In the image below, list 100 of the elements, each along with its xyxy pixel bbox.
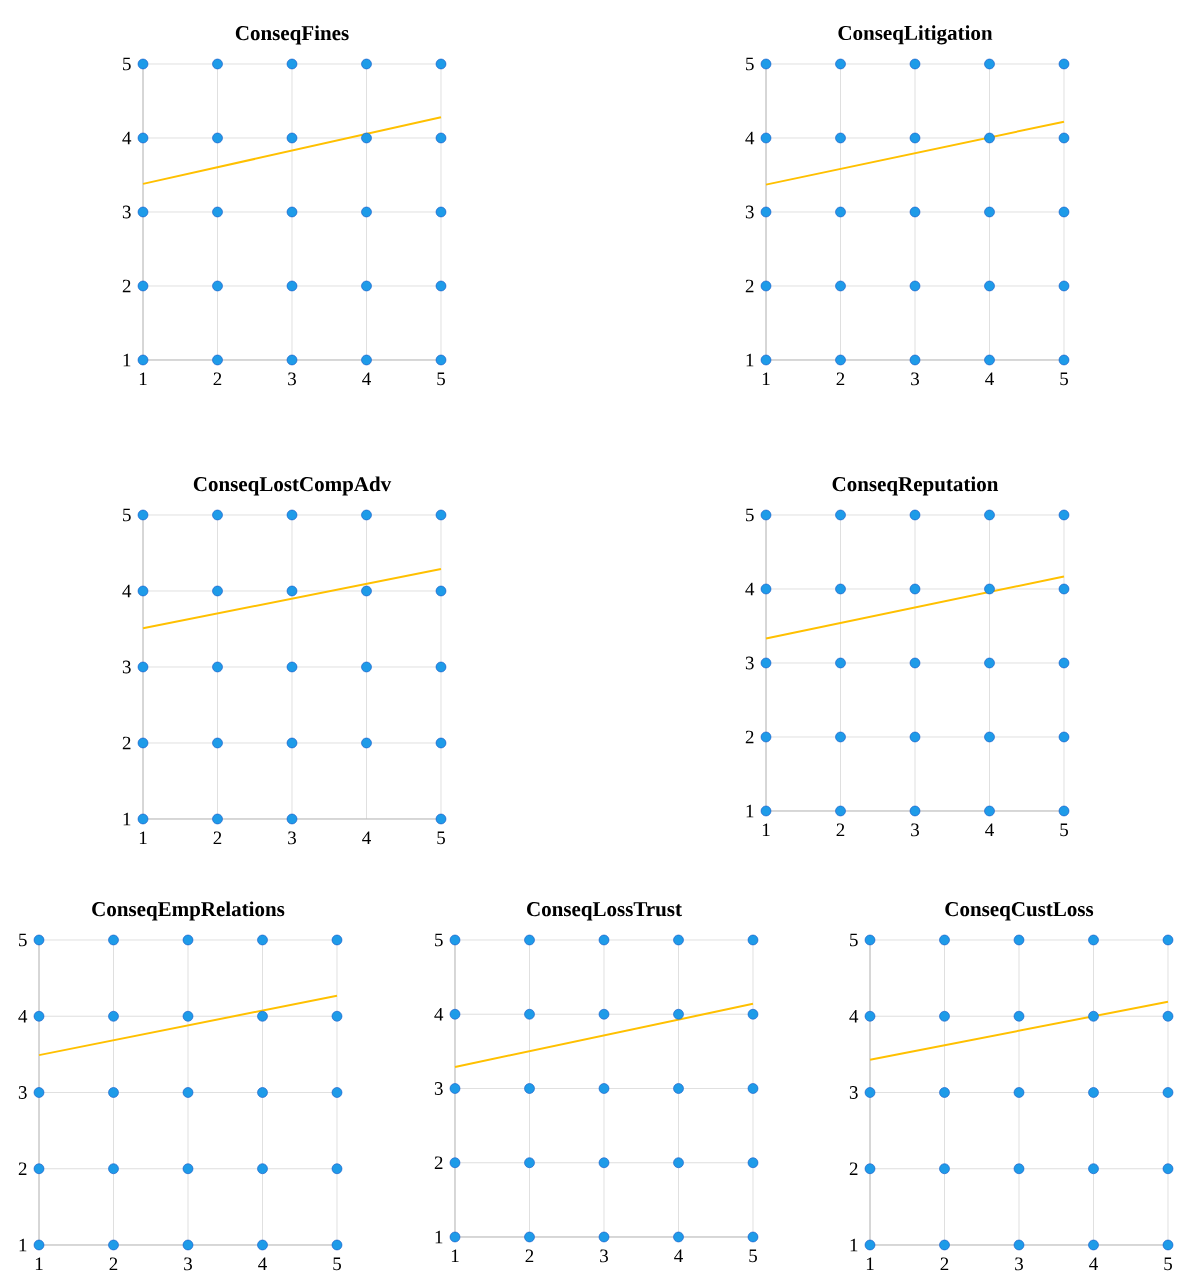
y-tick-label: 2 (849, 1162, 858, 1176)
y-tick-label: 4 (434, 1008, 444, 1021)
point (760, 206, 772, 218)
point (760, 731, 772, 743)
point (1013, 1010, 1025, 1022)
chart-title: ConseqLossTrust (527, 902, 682, 921)
x-tick-label: 1 (139, 372, 147, 386)
x-tick-label: 3 (911, 823, 919, 837)
x-tick-label: 1 (35, 1257, 43, 1271)
point (286, 354, 298, 366)
point (747, 1083, 759, 1094)
point (835, 583, 846, 595)
point (864, 1163, 876, 1175)
point (33, 1163, 45, 1175)
point (864, 1239, 876, 1251)
point (212, 354, 223, 366)
point (33, 934, 45, 946)
point (984, 731, 995, 743)
y-tick-label: 2 (122, 736, 131, 750)
point (939, 1163, 950, 1175)
x-tick-label: 1 (762, 823, 770, 837)
y-tick-label: 5 (123, 508, 131, 522)
point (939, 1010, 950, 1022)
point (909, 354, 921, 366)
point (1013, 1239, 1025, 1251)
point (984, 509, 995, 521)
point (760, 805, 772, 817)
point (137, 132, 149, 144)
point (257, 1239, 268, 1251)
point (212, 585, 223, 597)
y-tick-label: 5 (850, 933, 858, 947)
point (435, 132, 447, 144)
y-tick-label: 3 (745, 656, 754, 670)
point (182, 1163, 194, 1175)
point (257, 1087, 268, 1098)
y-tick-label: 3 (849, 1086, 858, 1099)
point (524, 1083, 535, 1094)
point (760, 509, 772, 521)
y-tick-label: 1 (746, 804, 754, 818)
y-tick-label: 3 (434, 1082, 443, 1095)
point (257, 1163, 268, 1175)
point (435, 509, 447, 521)
y-tick-label: 5 (435, 933, 443, 947)
point (835, 509, 846, 521)
y-tick-label: 1 (123, 353, 131, 367)
point (835, 280, 846, 292)
point (33, 1087, 45, 1098)
y-tick-label: 1 (746, 353, 754, 367)
point (212, 509, 223, 521)
y-tick-label: 4 (745, 582, 755, 596)
point (182, 934, 194, 946)
point (835, 805, 846, 817)
point (108, 1163, 119, 1175)
point (286, 509, 298, 521)
point (984, 58, 995, 70)
point (747, 934, 759, 946)
point (435, 206, 447, 218)
point (361, 585, 372, 597)
point (1013, 1087, 1025, 1098)
point (108, 1239, 119, 1251)
y-tick-label: 2 (745, 279, 754, 293)
point (984, 280, 995, 292)
point (137, 661, 149, 673)
point (137, 58, 149, 70)
point (909, 805, 921, 817)
point (598, 1008, 610, 1020)
point (747, 1008, 759, 1020)
point (1013, 1163, 1025, 1175)
point (137, 509, 149, 521)
x-tick-label: 4 (674, 1249, 683, 1263)
point (257, 934, 268, 946)
point (212, 280, 223, 292)
y-tick-label: 4 (122, 131, 132, 145)
y-tick-label: 2 (745, 730, 754, 744)
y-tick-label: 2 (122, 279, 131, 293)
point (361, 206, 372, 218)
x-tick-label: 5 (1060, 372, 1068, 386)
chart-title: ConseqLitigation (838, 25, 993, 45)
point (449, 1157, 461, 1169)
point (984, 206, 995, 218)
x-tick-label: 3 (1015, 1257, 1023, 1271)
point (286, 661, 298, 673)
point (909, 509, 921, 521)
point (984, 657, 995, 669)
y-tick-label: 3 (745, 205, 754, 219)
point (1058, 58, 1070, 70)
x-tick-label: 2 (213, 831, 222, 845)
point (984, 354, 995, 366)
point (909, 731, 921, 743)
point (939, 1087, 950, 1098)
point (1058, 583, 1070, 595)
x-tick-label: 1 (762, 372, 770, 386)
point (835, 132, 846, 144)
point (137, 813, 149, 825)
point (108, 1010, 119, 1022)
point (835, 354, 846, 366)
point (361, 509, 372, 521)
x-tick-label: 4 (362, 372, 371, 386)
point (212, 132, 223, 144)
x-tick-label: 3 (184, 1257, 192, 1271)
